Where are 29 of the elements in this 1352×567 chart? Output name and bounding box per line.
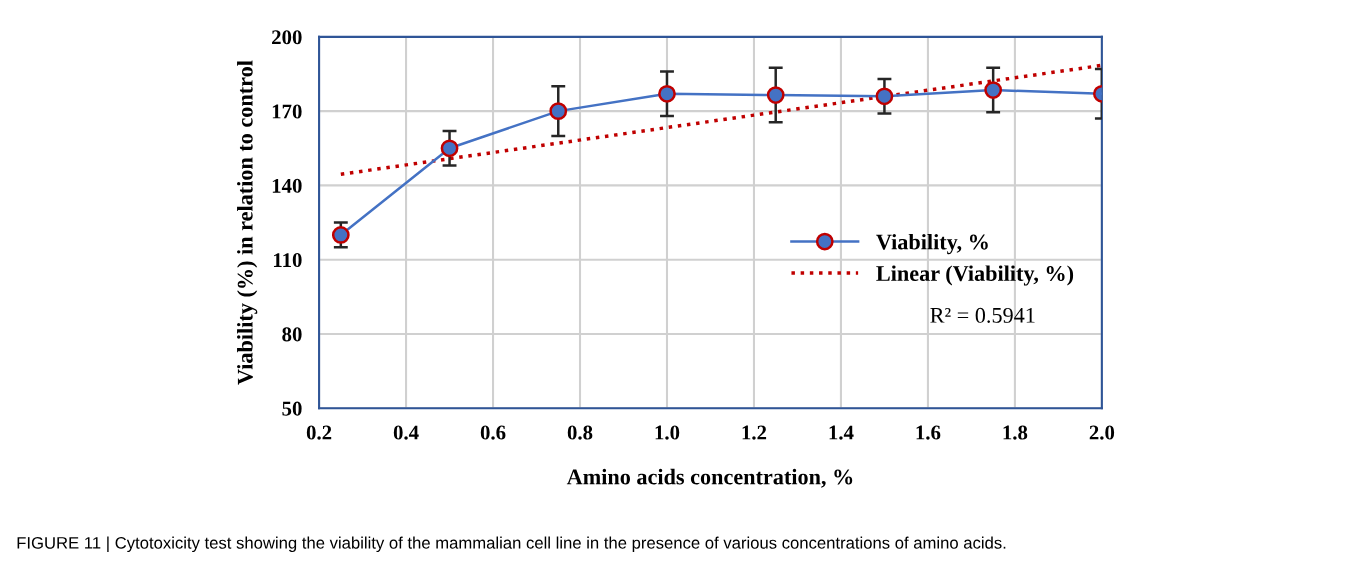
point: [766, 86, 785, 104]
point: [875, 87, 894, 106]
legend-label: Viability, %: [876, 233, 988, 255]
x-axis-title: Amino acids concentration, %: [566, 468, 853, 488]
x-tick-label: 0.6: [480, 425, 506, 440]
y-tick-label: 170: [272, 104, 302, 119]
x-tick-label: 1.2: [742, 425, 767, 440]
y-tick-label: 200: [272, 30, 302, 45]
x-tick-label: 2.0: [1089, 425, 1115, 440]
point: [658, 84, 676, 103]
y-tick-label: 50: [282, 401, 302, 416]
point: [440, 139, 459, 158]
x-tick-label: 0.2: [306, 425, 332, 440]
x-tick-label: 1.4: [829, 425, 854, 440]
annotation: R² = 0.5941: [930, 307, 1035, 323]
y-tick-label: 80: [282, 327, 302, 342]
y-tick-label: 110: [273, 253, 302, 268]
legend-label: Linear (Viability, %): [876, 265, 1074, 286]
x-tick-label: 0.8: [567, 425, 593, 440]
y-tick-label: 140: [272, 178, 302, 193]
point: [331, 226, 350, 244]
point: [984, 81, 1003, 99]
x-tick-label: 1.0: [655, 425, 680, 440]
x-tick-label: 1.6: [916, 425, 941, 440]
caption: FIGURE 11 | Cytotoxicity test showing the viability of the mammalian cell line in the presence of various concentrations of amino acids.: [17, 536, 1006, 553]
x-tick-label: 0.4: [393, 425, 419, 440]
y-axis-title: Viability (%) in relation to control: [237, 60, 258, 385]
point: [549, 102, 568, 121]
x-tick-label: 1.8: [1003, 425, 1028, 440]
